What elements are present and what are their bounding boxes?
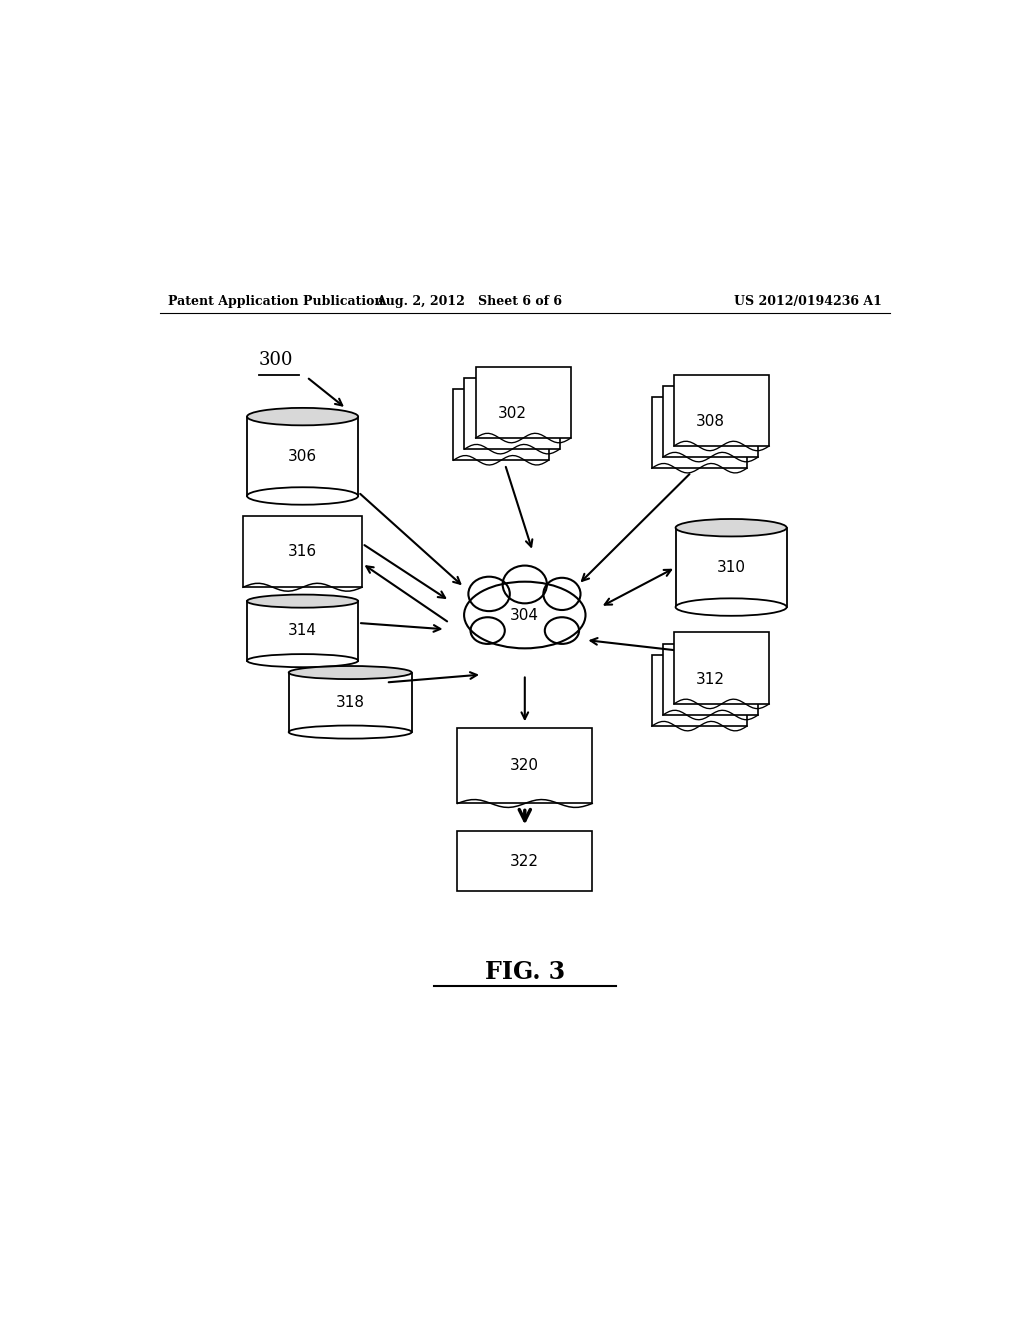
Ellipse shape <box>544 578 581 610</box>
Ellipse shape <box>676 598 786 616</box>
Ellipse shape <box>676 519 786 536</box>
Ellipse shape <box>470 618 505 644</box>
Text: 318: 318 <box>336 694 365 710</box>
Text: 302: 302 <box>498 407 526 421</box>
Text: Patent Application Publication: Patent Application Publication <box>168 296 383 308</box>
Text: 308: 308 <box>696 414 725 429</box>
Text: US 2012/0194236 A1: US 2012/0194236 A1 <box>734 296 882 308</box>
Ellipse shape <box>247 594 358 607</box>
Bar <box>458 832 592 891</box>
Text: 320: 320 <box>510 758 540 774</box>
Ellipse shape <box>503 565 547 603</box>
Bar <box>651 397 746 469</box>
Ellipse shape <box>247 655 358 667</box>
Text: Aug. 2, 2012   Sheet 6 of 6: Aug. 2, 2012 Sheet 6 of 6 <box>376 296 562 308</box>
Text: FIG. 3: FIG. 3 <box>484 960 565 985</box>
Bar <box>676 528 786 607</box>
Text: 306: 306 <box>288 449 317 463</box>
Text: 316: 316 <box>288 544 317 560</box>
Bar <box>243 516 362 587</box>
Bar <box>663 385 758 457</box>
Ellipse shape <box>247 487 358 504</box>
Ellipse shape <box>464 582 586 648</box>
Ellipse shape <box>468 577 510 611</box>
Bar <box>247 417 358 496</box>
Bar <box>674 632 769 704</box>
Text: 304: 304 <box>510 607 540 623</box>
Ellipse shape <box>247 408 358 425</box>
Bar <box>475 367 570 438</box>
Ellipse shape <box>289 726 412 739</box>
Text: 312: 312 <box>696 672 725 686</box>
Bar <box>663 644 758 715</box>
Ellipse shape <box>545 618 580 644</box>
Bar <box>458 729 592 804</box>
Text: 300: 300 <box>259 351 294 370</box>
Text: 310: 310 <box>717 560 745 576</box>
Ellipse shape <box>289 667 412 678</box>
Bar <box>465 378 560 449</box>
Text: 322: 322 <box>510 854 540 869</box>
Bar <box>247 601 358 660</box>
Bar <box>651 655 746 726</box>
Bar <box>289 673 412 733</box>
Bar <box>454 389 549 461</box>
Text: 314: 314 <box>288 623 317 639</box>
Bar <box>674 375 769 446</box>
